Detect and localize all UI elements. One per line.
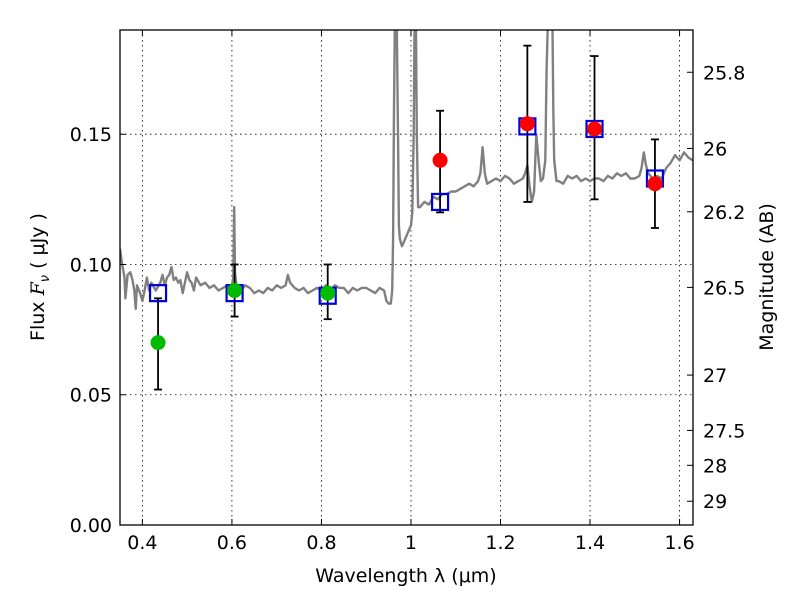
plot-frame bbox=[119, 29, 694, 526]
y-axis-label-symbol: F bbox=[27, 281, 49, 296]
observed-photometry bbox=[150, 116, 663, 351]
ticks: 0.4 0.6 0.8 1 1.2 1.4 1.6 0.00 0.05 0.10 0.15 25.8 2… bbox=[70, 30, 745, 554]
y-tick-label: 0.15 bbox=[70, 124, 112, 146]
y-tick-label: 0.05 bbox=[70, 385, 112, 407]
y2-tick-label: 29 bbox=[703, 491, 727, 513]
y-axis-label-suffix: ( μJy ) bbox=[27, 213, 49, 275]
model-square-marker bbox=[430, 192, 450, 212]
y2-tick-label: 26 bbox=[703, 138, 727, 160]
observed-point-optical bbox=[227, 283, 243, 299]
x-tick-label: 0.8 bbox=[306, 532, 336, 554]
observed-point-optical bbox=[150, 335, 166, 351]
grid-lines bbox=[120, 30, 693, 525]
y2-tick-label: 27 bbox=[703, 365, 727, 387]
observed-point-nir bbox=[432, 152, 448, 168]
x-axis-label: Wavelength λ (μm) bbox=[315, 565, 496, 587]
y2-tick-label: 26.2 bbox=[703, 202, 745, 224]
x-tick-label: 1 bbox=[405, 532, 417, 554]
y2-axis-label: Magnitude (AB) bbox=[756, 203, 778, 351]
error-bars bbox=[154, 44, 659, 391]
y2-tick-label: 28 bbox=[703, 455, 727, 477]
x-tick-label: 1.2 bbox=[485, 532, 515, 554]
sed-model-layer bbox=[120, 30, 693, 310]
y-tick-label: 0.10 bbox=[70, 254, 112, 276]
x-tick-label: 0.6 bbox=[217, 532, 247, 554]
x-tick-label: 0.4 bbox=[127, 532, 157, 554]
observed-point-nir bbox=[587, 121, 603, 137]
observed-point-nir bbox=[519, 116, 535, 132]
sed-model-line bbox=[120, 30, 693, 310]
observed-point-optical bbox=[320, 285, 336, 301]
y-tick-label: 0.00 bbox=[70, 515, 112, 537]
y2-tick-label: 26.5 bbox=[703, 277, 745, 299]
model-square-marker bbox=[148, 284, 168, 303]
x-tick-label: 1.4 bbox=[575, 532, 605, 554]
model-photometry bbox=[148, 117, 665, 305]
observed-point-nir bbox=[647, 176, 663, 192]
y-axis-label-prefix: Flux bbox=[27, 295, 49, 341]
model-square-marker bbox=[585, 119, 604, 139]
y2-tick-label: 27.5 bbox=[703, 420, 745, 442]
y2-tick-label: 25.8 bbox=[703, 62, 745, 84]
y-axis-label: Flux Fν ( μJy ) bbox=[27, 213, 53, 341]
y-axis-label-subscript: ν bbox=[38, 275, 53, 282]
x-tick-label: 1.6 bbox=[664, 532, 694, 554]
